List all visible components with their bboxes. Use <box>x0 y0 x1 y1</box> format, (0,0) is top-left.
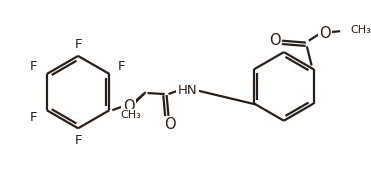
Text: F: F <box>74 38 82 51</box>
Text: CH₃: CH₃ <box>351 25 371 35</box>
Text: F: F <box>118 111 125 124</box>
Text: F: F <box>30 111 37 124</box>
Text: HN: HN <box>178 84 197 97</box>
Text: F: F <box>118 60 125 73</box>
Text: O: O <box>123 99 134 114</box>
Text: CH₃: CH₃ <box>120 110 141 120</box>
Text: F: F <box>74 134 82 147</box>
Text: O: O <box>319 26 331 41</box>
Text: O: O <box>164 117 175 132</box>
Text: F: F <box>30 60 37 73</box>
Text: O: O <box>269 33 280 48</box>
